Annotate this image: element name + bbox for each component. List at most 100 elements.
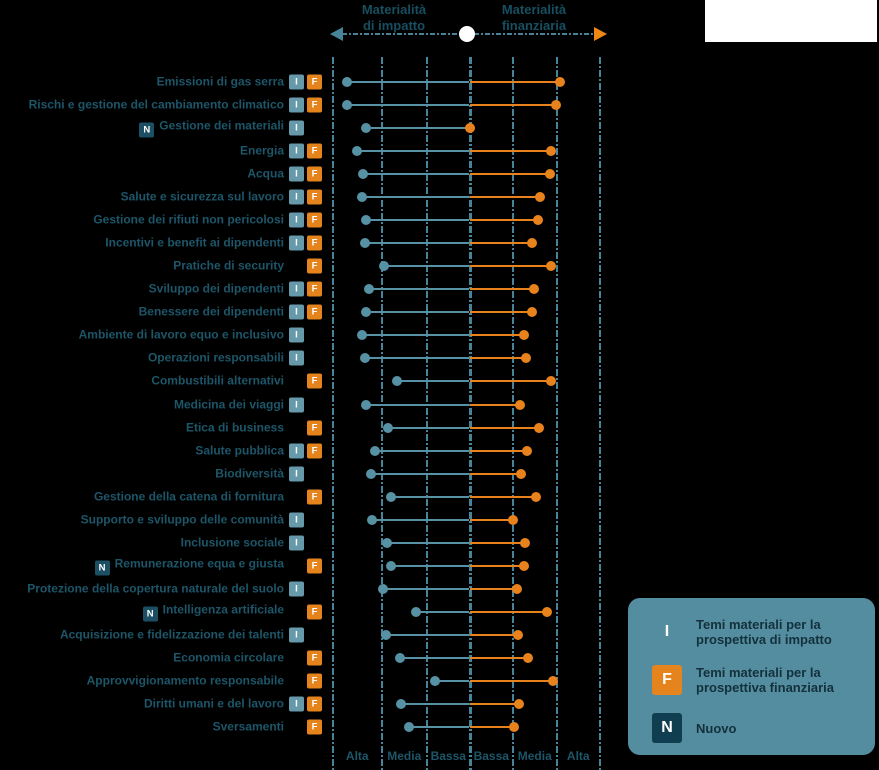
new-badge: N [139, 122, 155, 138]
financial-line [469, 173, 550, 176]
financial-dot [527, 238, 538, 249]
topic-label-text: Operazioni responsabili [147, 350, 284, 365]
matrix-row: Energia I F [0, 140, 879, 163]
impact-badge: I [289, 327, 304, 343]
topic-label-text: Acqua [247, 166, 284, 181]
impact-line [362, 196, 470, 199]
topic-label: Operazioni responsabili [0, 351, 284, 366]
impact-line [362, 334, 470, 337]
topic-label: Economia circolare [0, 650, 284, 665]
financial-badge: F [307, 489, 322, 505]
financial-dot [548, 675, 559, 686]
topic-label: Protezione della copertura naturale del … [0, 581, 284, 596]
impact-badge: I [289, 166, 304, 182]
impact-dot [429, 675, 440, 686]
topic-label: Etica di business [0, 420, 284, 435]
topic-label: Acquisizione e fidelizzazione dei talent… [0, 627, 284, 642]
financial-line [469, 679, 554, 682]
impact-dot [382, 537, 393, 548]
impact-badge: I [289, 189, 304, 205]
legend-label-impact: Temi materiali per la prospettiva di imp… [696, 617, 832, 647]
impact-dot [380, 629, 391, 640]
impact-dot [366, 468, 377, 479]
matrix-row: Approvvigionamento responsabile F [0, 669, 879, 692]
topic-label: Acqua [0, 167, 284, 182]
impact-dot [378, 583, 389, 594]
financial-badge: F [307, 443, 322, 459]
topic-label-text: Sversamenti [212, 719, 284, 734]
financial-badge: F [307, 604, 322, 620]
financial-dot [545, 376, 556, 387]
topic-label-text: Remunerazione equa e giusta [114, 556, 284, 571]
topic-label-text: Approvvigionamento responsabile [86, 673, 284, 688]
impact-badge: I [289, 281, 304, 297]
financial-line [469, 265, 551, 268]
financial-line [469, 633, 518, 636]
impact-dot [357, 330, 368, 341]
gridline [599, 57, 601, 770]
topic-label: N Remunerazione equa e giusta [0, 556, 284, 576]
impact-badge: I [289, 235, 304, 251]
matrix-row: Salute pubblica I F [0, 439, 879, 462]
financial-dot [514, 399, 525, 410]
topic-label: Medicina dei viaggi [0, 397, 284, 412]
impact-dot [383, 422, 394, 433]
impact-line [390, 495, 470, 498]
impact-line [372, 518, 470, 521]
new-badge-icon: N [652, 713, 682, 743]
financial-line [469, 81, 560, 83]
impact-badge-icon: I [652, 617, 682, 647]
financial-axis-title-line2: finanziaria [501, 17, 567, 33]
impact-badge: I [289, 581, 304, 597]
financial-dot [520, 537, 531, 548]
financial-line [469, 219, 538, 222]
topic-label-text: Gestione dei materiali [159, 118, 284, 133]
impact-badge: I [289, 627, 304, 643]
financial-line [469, 656, 528, 659]
impact-line [364, 357, 470, 360]
financial-line [469, 702, 520, 705]
axis-tick-label: Bassa [430, 749, 466, 763]
financial-badge: F [307, 97, 322, 113]
impact-badge: I [289, 397, 304, 412]
topic-label: Emissioni di gas serra [0, 75, 284, 90]
impact-badge: I [289, 350, 304, 366]
impact-line [385, 633, 470, 636]
impact-badge: I [289, 97, 304, 113]
arrow-right-icon [594, 27, 607, 41]
financial-line [469, 541, 526, 544]
impact-line [400, 702, 470, 705]
impact-dot [352, 146, 363, 157]
axis-center-knob [459, 26, 475, 42]
financial-dot [545, 146, 556, 157]
financial-dot [464, 123, 475, 134]
white-corner-panel [705, 0, 877, 42]
matrix-row: Economia circolare F [0, 646, 879, 669]
impact-line [357, 150, 470, 153]
topic-label: Gestione della catena di fornitura [0, 489, 284, 504]
financial-badge: F [307, 166, 322, 182]
financial-badge: F [307, 420, 322, 436]
matrix-row: Operazioni responsabili I [0, 347, 879, 370]
financial-line [469, 610, 547, 613]
financial-badge: F [307, 650, 322, 666]
financial-line [469, 726, 514, 728]
financial-dot [518, 330, 529, 341]
impact-line [368, 288, 470, 291]
topic-label: Biodiversità [0, 466, 284, 481]
matrix-row: Acqua I F [0, 163, 879, 186]
financial-line [469, 495, 537, 498]
matrix-row: Sversamenti F [0, 716, 879, 739]
impact-line [390, 564, 470, 567]
financial-dot [544, 169, 555, 180]
topic-label-text: Protezione della copertura naturale del … [27, 581, 284, 596]
financial-dot [508, 514, 518, 525]
impact-line [399, 656, 470, 659]
topic-label-text: Supporto e sviluppo delle comunità [80, 512, 284, 527]
financial-dot [527, 307, 538, 318]
topic-label: Approvvigionamento responsabile [0, 673, 284, 688]
impact-dot [361, 123, 372, 134]
legend-item-financial: F Temi materiali per la prospettiva fina… [652, 665, 861, 695]
matrix-row: Pratiche di security F [0, 255, 879, 278]
financial-dot [521, 353, 532, 364]
